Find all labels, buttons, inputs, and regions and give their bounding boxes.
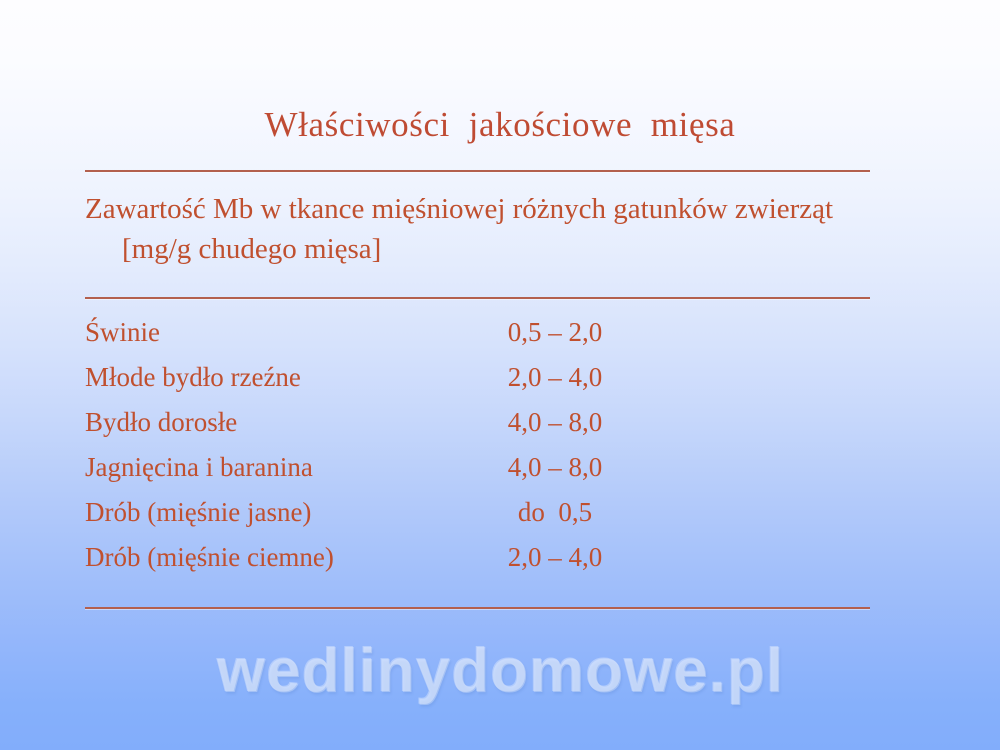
table-cell-value: 2,0 – 4,0 <box>507 542 603 572</box>
table-cell-value: 0,5 – 2,0 <box>507 317 603 347</box>
divider-middle <box>85 297 870 299</box>
table-row: Świnie 0,5 – 2,0 <box>85 310 685 355</box>
table-row: Bydło dorosłe 4,0 – 8,0 <box>85 400 685 445</box>
table-cell-label: Młode bydło rzeźne <box>85 362 301 392</box>
table-cell-label: Drób (mięśnie ciemne) <box>85 542 334 572</box>
table-cell-label: Świnie <box>85 317 161 347</box>
table-row: Drób (mięśnie ciemne) 2,0 – 4,0 <box>85 535 685 580</box>
divider-top <box>85 170 870 172</box>
table-row: Drób (mięśnie jasne) do 0,5 <box>85 490 685 535</box>
table-cell-label: Drób (mięśnie jasne) <box>85 497 312 527</box>
table-row: Młode bydło rzeźne 2,0 – 4,0 <box>85 355 685 400</box>
table-cell-value: 4,0 – 8,0 <box>507 452 603 482</box>
table-cell-value: do 0,5 <box>517 497 593 527</box>
table-cell-value: 2,0 – 4,0 <box>507 362 603 392</box>
watermark: wedlinydomowe.pl <box>216 636 784 705</box>
table-cell-label: Bydło dorosłe <box>85 407 238 437</box>
subtitle-block: Zawartość Mb w tkance mięśniowej różnych… <box>85 189 945 269</box>
table-row: Jagnięcina i baranina 4,0 – 8,0 <box>85 445 685 490</box>
page-title: Właściwości jakościowe mięsa <box>264 105 736 145</box>
table-cell-label: Jagnięcina i baranina <box>85 452 313 482</box>
table-cell-value: 4,0 – 8,0 <box>507 407 603 437</box>
subtitle-line-2: [mg/g chudego mięsa] <box>122 233 382 265</box>
data-table: Świnie 0,5 – 2,0 Młode bydło rzeźne 2,0 … <box>85 310 685 580</box>
divider-bottom <box>85 607 870 609</box>
subtitle-line-1: Zawartość Mb w tkance mięśniowej różnych… <box>85 193 834 225</box>
